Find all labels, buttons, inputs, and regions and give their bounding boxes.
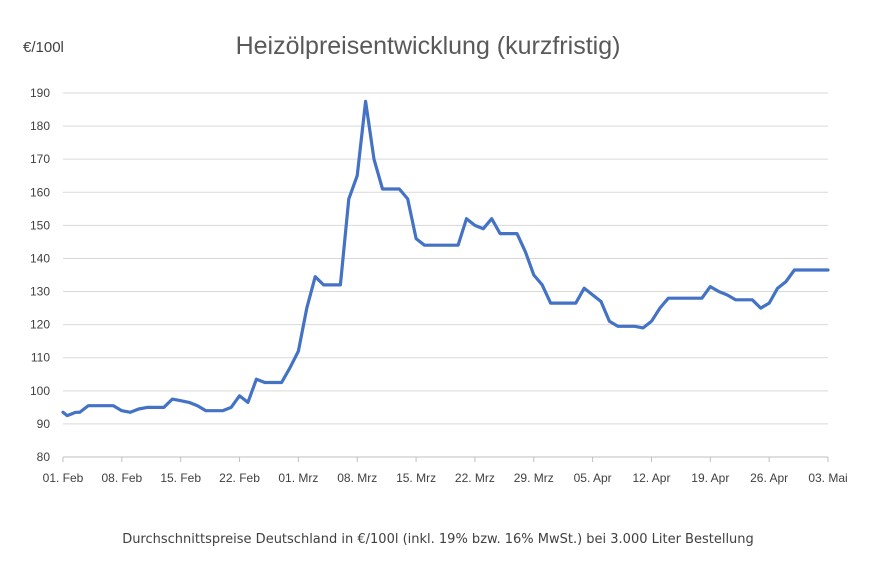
- x-tick-label: 22. Feb: [219, 471, 260, 485]
- y-tick-label: 190: [30, 86, 50, 100]
- y-axis-ticks: 80 90 100 110 120 130 140 150 160 170 180 190: [30, 86, 50, 464]
- x-tick-label: 22. Mrz: [455, 471, 495, 485]
- x-tick-label: 15. Mrz: [396, 471, 436, 485]
- chart-footnote: Durchschnittspreise Deutschland in €/100…: [122, 532, 754, 547]
- x-tick-label: 01. Mrz: [278, 471, 318, 485]
- y-tick-label: 110: [31, 351, 50, 365]
- y-tick-label: 90: [37, 417, 51, 431]
- unit-label: €/100l: [23, 39, 64, 56]
- y-tick-label: 150: [30, 218, 50, 232]
- chart-title: Heizölpreisentwicklung (kurzfristig): [236, 32, 621, 60]
- y-tick-label: 160: [30, 185, 50, 199]
- y-tick-label: 130: [30, 285, 50, 299]
- y-tick-label: 170: [30, 152, 50, 166]
- x-axis-ticks: 01. Feb 08. Feb 15. Feb 22. Feb 01. Mrz 08. M…: [43, 457, 848, 485]
- x-tick-label: 26. Apr: [750, 471, 788, 485]
- gridlines: [63, 92, 828, 425]
- y-tick-label: 100: [30, 384, 50, 398]
- x-tick-label: 08. Mrz: [337, 471, 377, 485]
- y-tick-label: 120: [30, 318, 50, 332]
- x-tick-label: 19. Apr: [691, 471, 729, 485]
- price-series-line: [61, 99, 830, 418]
- x-tick-label: 08. Feb: [101, 471, 142, 485]
- x-tick-label: 03. Mai: [808, 471, 847, 485]
- x-tick-label: 05. Apr: [574, 471, 612, 485]
- y-tick-label: 180: [30, 119, 50, 133]
- x-tick-label: 12. Apr: [632, 471, 670, 485]
- y-tick-label: 80: [37, 450, 51, 464]
- x-tick-label: 01. Feb: [43, 471, 84, 485]
- x-tick-label: 15. Feb: [160, 471, 201, 485]
- x-tick-label: 29. Mrz: [514, 471, 554, 485]
- y-tick-label: 140: [30, 251, 50, 265]
